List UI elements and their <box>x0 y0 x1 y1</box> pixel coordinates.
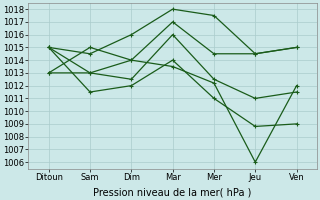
X-axis label: Pression niveau de la mer( hPa ): Pression niveau de la mer( hPa ) <box>93 187 252 197</box>
